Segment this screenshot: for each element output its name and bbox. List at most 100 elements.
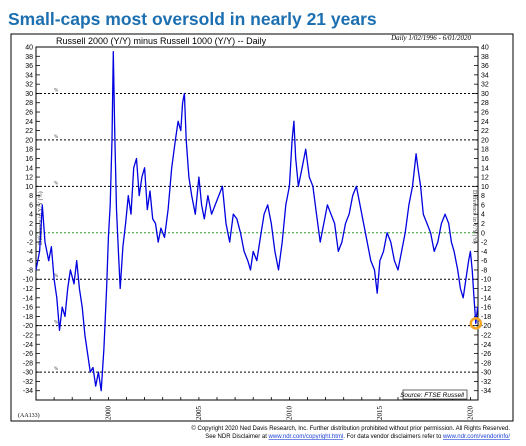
headline: Small-caps most oversold in nearly 21 ye… (8, 9, 377, 29)
y-tick-label: 28 (481, 100, 489, 107)
y-tick-label: -12 (481, 286, 491, 293)
chart-code: (AA133) (18, 412, 40, 419)
copyright-line-1: © Copyright 2020 Ned Davis Research, Inc… (191, 425, 510, 432)
x-tick-label: 2000 (104, 406, 112, 421)
reference-lines: %%%%%% (36, 88, 478, 373)
y-tick-label: 26 (25, 110, 33, 117)
y-tick-label: -30 (23, 370, 33, 377)
y-tick-label: -34 (481, 388, 491, 395)
x-tick-label: 2005 (195, 406, 203, 421)
reference-line-label: % (54, 135, 58, 140)
y-tick-label: 30 (25, 91, 33, 98)
copyright-link[interactable]: www.ndr.com/copyright.html (268, 434, 344, 440)
y-tick-label: 14 (25, 165, 33, 172)
y-tick-label: -28 (23, 360, 33, 367)
y-tick-label: 30 (481, 91, 489, 98)
y-tick-label: -8 (27, 267, 33, 274)
y-tick-label: -4 (27, 249, 33, 256)
y-tick-label: 28 (25, 100, 33, 107)
y-tick-label: -12 (23, 286, 33, 293)
y-tick-label: 38 (481, 54, 489, 61)
y-tick-label: 22 (481, 128, 489, 135)
y-tick-label: -20 (23, 323, 33, 330)
y-tick-label: 38 (25, 54, 33, 61)
y-tick-label: -30 (481, 370, 491, 377)
y-tick-label: 4 (481, 212, 485, 219)
y-axis-label-left: Difference in Y/Y (%) (37, 191, 44, 245)
y-tick-label: 22 (25, 128, 33, 135)
y-tick-label: -10 (481, 277, 491, 284)
vendor-link[interactable]: www.ndr.com/vendorinfo/ (442, 434, 510, 440)
y-tick-label: 20 (481, 137, 489, 144)
y-tick-label: 16 (25, 156, 33, 163)
y-tick-label: 26 (481, 110, 489, 117)
y-tick-label: -10 (23, 277, 33, 284)
y-tick-label: -6 (27, 258, 33, 265)
x-tick-label: 2015 (376, 406, 384, 421)
reference-line-label: % (54, 88, 58, 93)
reference-line-label: % (54, 367, 58, 372)
y-tick-label: 40 (25, 45, 33, 52)
y-tick-label: 10 (25, 184, 33, 191)
left-y-axis: 4038363432302826242220181614121086420-2-… (23, 45, 40, 395)
copyright-prefix: See NDR Disclaimer at (205, 434, 268, 440)
y-tick-label: -28 (481, 360, 491, 367)
y-tick-label: -32 (23, 379, 33, 386)
y-tick-label: 2 (481, 221, 485, 228)
date-range: Daily 1/02/1996 - 6/01/2020 (390, 34, 471, 42)
x-tick-label: 2010 (285, 406, 293, 421)
y-tick-label: -22 (481, 332, 491, 339)
y-tick-label: 32 (481, 82, 489, 89)
y-tick-label: 34 (481, 72, 489, 79)
y-tick-label: 4 (29, 212, 33, 219)
series-line (35, 50, 479, 392)
y-tick-label: -32 (481, 379, 491, 386)
y-tick-label: -20 (481, 323, 491, 330)
right-y-axis: 4038363432302826242220181614121086420-2-… (474, 45, 491, 395)
x-tick-label: 2020 (466, 406, 474, 421)
y-tick-label: -14 (481, 295, 491, 302)
source-box (402, 389, 468, 400)
y-tick-label: 12 (25, 175, 33, 182)
y-tick-label: -22 (23, 332, 33, 339)
y-tick-label: 20 (25, 137, 33, 144)
y-tick-label: 8 (481, 193, 485, 200)
y-axis-label-right: Difference in Y/Y (%) (471, 190, 478, 244)
y-tick-label: -6 (481, 258, 487, 265)
y-tick-label: 36 (481, 63, 489, 70)
y-tick-label: -26 (481, 351, 491, 358)
y-tick-label: -16 (481, 305, 491, 312)
highlight-marker (469, 317, 483, 330)
y-tick-label: -18 (23, 314, 33, 321)
y-tick-label: 32 (25, 82, 33, 89)
y-tick-label: 24 (25, 119, 33, 126)
copyright-mid: . For data vendor disclaimers refer to (343, 434, 443, 440)
y-tick-label: 0 (29, 230, 33, 237)
y-tick-label: 2 (29, 221, 33, 228)
y-tick-label: -14 (23, 295, 33, 302)
y-tick-label: 24 (481, 119, 489, 126)
y-tick-label: -4 (481, 249, 487, 256)
y-tick-label: -24 (481, 342, 491, 349)
reference-line-label: % (54, 321, 58, 326)
copyright-line-2: See NDR Disclaimer at www.ndr.com/copyri… (205, 434, 510, 440)
y-tick-label: 36 (25, 63, 33, 70)
y-tick-label: 16 (481, 156, 489, 163)
x-axis: 2000 2005 2010 2015 2020 (53, 397, 474, 421)
y-tick-label: -24 (23, 342, 33, 349)
reference-line-label: % (54, 274, 58, 279)
y-tick-label: 12 (481, 175, 489, 182)
y-tick-label: 14 (481, 165, 489, 172)
y-tick-label: 6 (29, 202, 33, 209)
y-tick-label: 0 (481, 230, 485, 237)
y-tick-label: -16 (23, 305, 33, 312)
y-tick-label: -2 (27, 240, 33, 247)
y-tick-label: 6 (481, 202, 485, 209)
y-tick-label: -18 (481, 314, 491, 321)
y-tick-label: 10 (481, 184, 489, 191)
y-tick-label: 8 (29, 193, 33, 200)
y-tick-label: -8 (481, 267, 487, 274)
y-tick-label: 34 (25, 72, 33, 79)
source-note: Source: FTSE Russell (400, 392, 464, 399)
